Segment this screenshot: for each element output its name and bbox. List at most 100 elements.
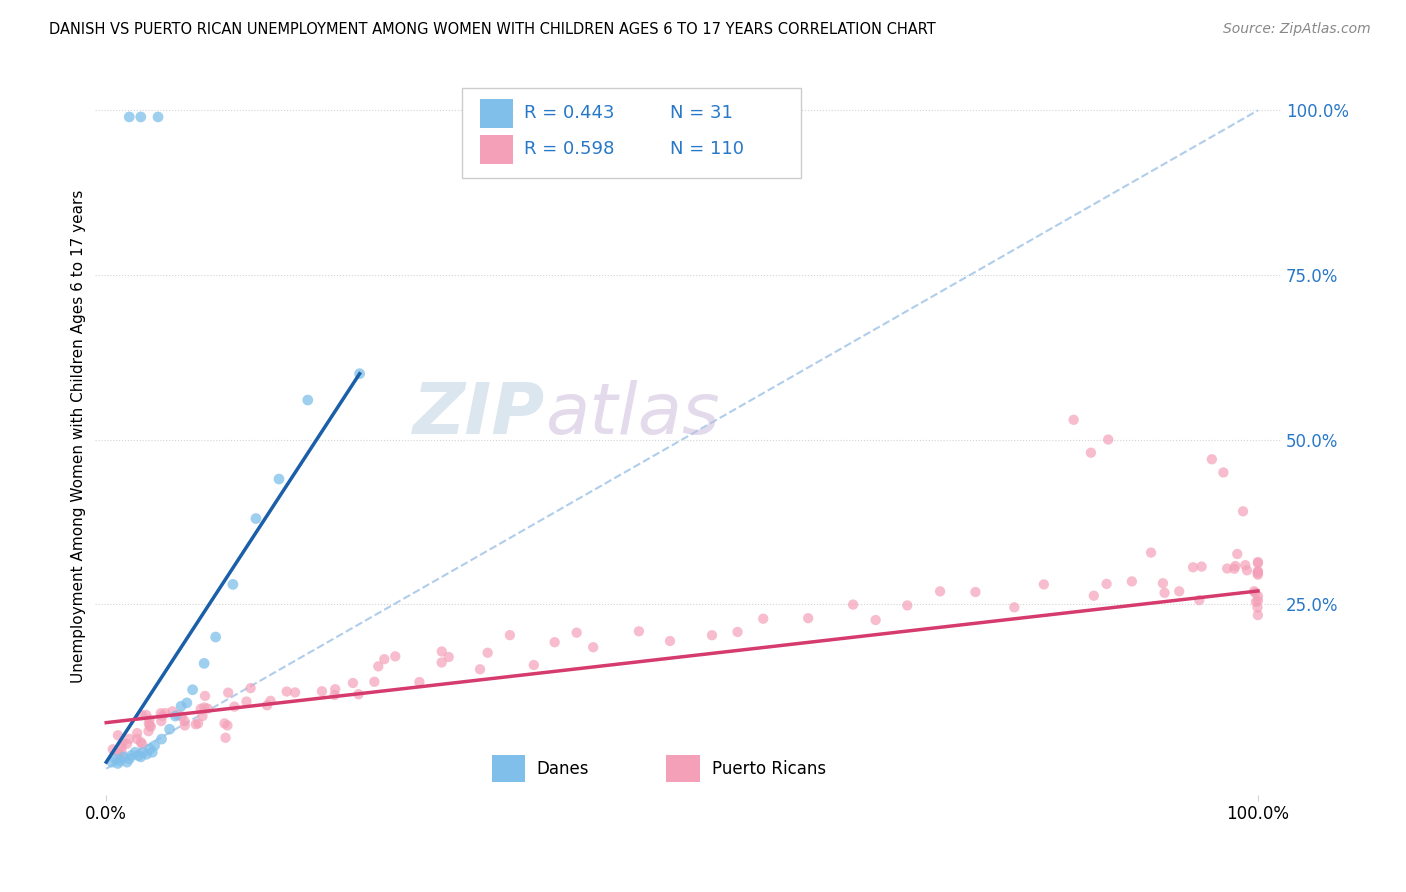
Point	[323, 688, 346, 702]
Point	[107, 756, 129, 771]
Point	[150, 732, 173, 747]
Point	[118, 110, 141, 124]
Point	[384, 649, 406, 664]
Point	[1246, 600, 1268, 615]
Point	[477, 646, 499, 660]
Point	[107, 728, 129, 742]
Point	[1247, 565, 1270, 579]
Point	[1216, 561, 1239, 575]
Point	[523, 658, 546, 673]
Point	[143, 739, 166, 753]
Text: Danes: Danes	[536, 759, 589, 778]
Point	[1080, 446, 1102, 460]
Point	[437, 650, 460, 665]
Point	[112, 750, 135, 764]
Point	[132, 745, 155, 759]
Point	[127, 731, 149, 746]
Point	[111, 745, 134, 759]
Point	[1002, 600, 1025, 615]
Point	[150, 708, 173, 723]
Point	[727, 624, 749, 639]
Point	[284, 685, 307, 699]
Point	[190, 702, 212, 716]
Point	[842, 598, 865, 612]
Point	[1083, 589, 1105, 603]
Point	[141, 745, 163, 759]
Point	[129, 110, 152, 124]
Point	[121, 748, 143, 763]
Point	[430, 644, 453, 658]
Point	[138, 716, 160, 731]
Point	[108, 747, 131, 762]
Point	[1063, 413, 1085, 427]
Point	[115, 755, 138, 769]
Point	[276, 684, 298, 698]
Point	[1153, 586, 1175, 600]
Point	[865, 613, 887, 627]
Point	[222, 577, 245, 591]
Point	[543, 635, 565, 649]
Point	[363, 674, 385, 689]
Point	[235, 694, 257, 708]
Point	[108, 754, 131, 768]
Text: Puerto Ricans: Puerto Ricans	[711, 759, 825, 778]
Point	[1226, 547, 1249, 561]
FancyBboxPatch shape	[666, 755, 700, 782]
Point	[101, 755, 124, 769]
Point	[173, 718, 195, 732]
Point	[131, 737, 153, 751]
Point	[1234, 558, 1257, 573]
Point	[468, 662, 491, 676]
Text: N = 110: N = 110	[671, 140, 744, 158]
Point	[408, 675, 430, 690]
Point	[1201, 452, 1223, 467]
Point	[1244, 595, 1267, 609]
Point	[224, 699, 246, 714]
Point	[138, 724, 160, 739]
Point	[197, 701, 219, 715]
Point	[1191, 559, 1213, 574]
Point	[127, 748, 149, 763]
Point	[627, 624, 650, 639]
Point	[1244, 585, 1267, 599]
Point	[1247, 593, 1270, 607]
Point	[1140, 545, 1163, 559]
FancyBboxPatch shape	[492, 755, 526, 782]
Point	[166, 708, 188, 723]
Point	[214, 716, 236, 731]
Point	[115, 737, 138, 751]
Point	[129, 750, 152, 764]
Point	[191, 709, 214, 723]
Point	[1246, 566, 1268, 581]
Point	[139, 718, 162, 732]
Point	[1236, 563, 1258, 577]
Point	[170, 709, 193, 723]
Point	[193, 700, 215, 714]
Point	[342, 676, 364, 690]
Point	[111, 736, 134, 750]
Point	[193, 657, 215, 671]
Point	[430, 656, 453, 670]
Point	[187, 716, 209, 731]
Point	[173, 714, 195, 729]
Point	[1247, 567, 1270, 582]
Point	[347, 687, 370, 701]
Point	[204, 630, 226, 644]
Point	[162, 704, 184, 718]
Point	[135, 747, 157, 762]
Point	[101, 742, 124, 756]
Point	[1182, 560, 1205, 574]
FancyBboxPatch shape	[481, 99, 513, 128]
Point	[565, 625, 588, 640]
Point	[165, 709, 187, 723]
Point	[110, 739, 132, 754]
Text: DANISH VS PUERTO RICAN UNEMPLOYMENT AMONG WOMEN WITH CHILDREN AGES 6 TO 17 YEARS: DANISH VS PUERTO RICAN UNEMPLOYMENT AMON…	[49, 22, 936, 37]
Point	[797, 611, 820, 625]
Point	[1032, 577, 1054, 591]
Point	[127, 726, 149, 740]
Point	[297, 392, 319, 407]
Point	[256, 698, 278, 713]
Point	[349, 367, 371, 381]
Point	[139, 742, 162, 756]
Text: R = 0.598: R = 0.598	[524, 140, 614, 158]
